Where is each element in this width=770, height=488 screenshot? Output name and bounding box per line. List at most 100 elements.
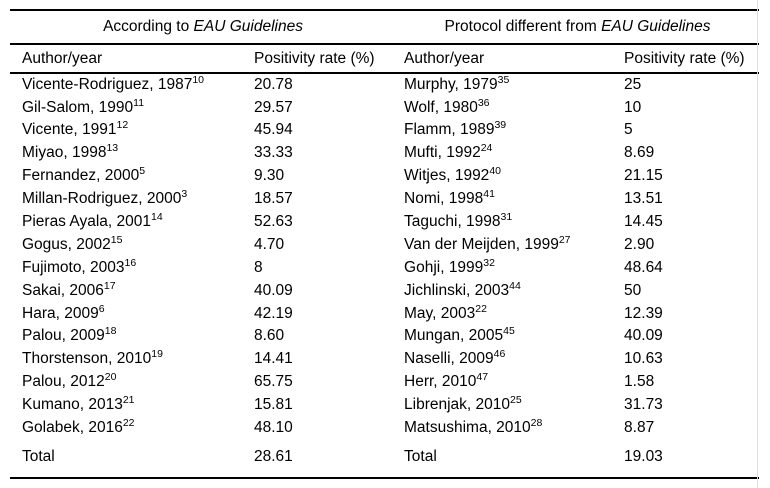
total-value-left: 28.61 bbox=[254, 447, 293, 465]
reference-superscript: 40 bbox=[489, 165, 501, 178]
author-year-cell: Hara, 20096 bbox=[10, 302, 254, 325]
positivity-rate-cell: 8.60 bbox=[254, 327, 285, 345]
group-title-italic: EAU Guidelines bbox=[601, 18, 711, 36]
reference-superscript: 39 bbox=[494, 119, 507, 132]
total-label-right: Total bbox=[404, 447, 437, 465]
author-year-cell: Witjes, 199240 bbox=[396, 165, 624, 188]
reference-superscript: 32 bbox=[483, 256, 495, 269]
positivity-rate-cell: 10.63 bbox=[624, 350, 663, 368]
author-year-cell: May, 200322 bbox=[396, 302, 624, 325]
positivity-rate-cell: 8 bbox=[254, 258, 263, 276]
column-header-rate-right: Positivity rate (%) bbox=[624, 44, 760, 74]
author-year-cell: Golabek, 201622 bbox=[10, 416, 254, 439]
author-year-text: Jichlinski, 2003 bbox=[404, 281, 510, 299]
author-year-cell: Herr, 201047 bbox=[396, 371, 624, 394]
author-year-cell: Mungan, 200545 bbox=[396, 325, 624, 348]
reference-superscript: 10 bbox=[192, 74, 205, 87]
positivity-rate-cell: 13.51 bbox=[624, 190, 663, 208]
positivity-rate-cell: 48.64 bbox=[624, 258, 663, 276]
reference-superscript: 31 bbox=[500, 210, 513, 223]
group-title-prefix: Protocol different from bbox=[444, 18, 602, 36]
reference-superscript: 45 bbox=[503, 325, 515, 338]
reference-superscript: 24 bbox=[480, 142, 493, 155]
reference-superscript: 27 bbox=[558, 233, 571, 246]
reference-superscript: 18 bbox=[104, 325, 117, 338]
author-year-text: Nomi, 1998 bbox=[404, 190, 484, 208]
positivity-rate-cell: 45.94 bbox=[254, 121, 293, 139]
positivity-rate-cell: 50 bbox=[624, 281, 642, 299]
table-row: Pieras Ayala, 200114 52.63 Taguchi, 199831… bbox=[10, 210, 759, 233]
author-year-text: Van der Meijden, 1999 bbox=[404, 235, 559, 253]
author-year-cell: Nomi, 199841 bbox=[396, 187, 624, 210]
table-row: Fernandez, 20005 9.30 Witjes, 199240 21.15 bbox=[10, 165, 759, 188]
group-title-prefix: According to bbox=[103, 18, 194, 36]
reference-superscript: 22 bbox=[475, 302, 487, 315]
group-header-eau: According to EAU Guidelines bbox=[10, 10, 397, 45]
table-body: Vicente-Rodriguez, 198710 20.78 Murphy, 19… bbox=[10, 73, 759, 439]
positivity-rate-cell: 2.90 bbox=[624, 235, 655, 253]
author-year-text: Miyao, 1998 bbox=[22, 144, 107, 162]
author-year-text: Fernandez, 2000 bbox=[22, 167, 140, 185]
author-year-text: Gohji, 1999 bbox=[404, 258, 484, 276]
positivity-rate-table: According to EAU Guidelines Protocol dif… bbox=[10, 9, 760, 480]
author-year-text: Mungan, 2005 bbox=[404, 327, 504, 345]
author-year-text: May, 2003 bbox=[404, 304, 476, 322]
positivity-rate-cell: 42.19 bbox=[254, 304, 293, 322]
author-year-text: Naselli, 2009 bbox=[404, 350, 494, 368]
positivity-rate-cell: 4.70 bbox=[254, 235, 285, 253]
author-year-cell: Matsushima, 201028 bbox=[396, 416, 624, 439]
author-year-text: Wolf, 1980 bbox=[404, 98, 478, 116]
author-year-cell: Naselli, 200946 bbox=[396, 348, 624, 371]
positivity-rate-cell: 40.09 bbox=[624, 327, 663, 345]
positivity-rate-cell: 8.87 bbox=[624, 419, 655, 437]
positivity-rate-cell: 31.73 bbox=[624, 396, 663, 414]
author-year-cell: Fernandez, 20005 bbox=[10, 165, 254, 188]
author-year-cell: Wolf, 198036 bbox=[396, 96, 624, 119]
author-year-text: Thorstenson, 2010 bbox=[22, 350, 152, 368]
total-label-left: Total bbox=[22, 447, 55, 465]
author-year-cell: Gil-Salom, 199011 bbox=[10, 96, 254, 119]
reference-superscript: 3 bbox=[181, 187, 188, 200]
author-year-cell: Jichlinski, 200344 bbox=[396, 279, 624, 302]
positivity-rate-cell: 14.45 bbox=[624, 213, 663, 231]
scan-edge-line bbox=[757, 0, 758, 488]
column-header-row: Author/year Positivity rate (%) Author/y… bbox=[10, 44, 760, 74]
author-year-cell: Murphy, 197935 bbox=[396, 73, 624, 96]
reference-superscript: 20 bbox=[104, 371, 117, 384]
author-year-text: Herr, 2010 bbox=[404, 373, 477, 391]
author-year-cell: Pieras Ayala, 200114 bbox=[10, 210, 254, 233]
reference-superscript: 41 bbox=[483, 187, 495, 200]
positivity-rate-cell: 9.30 bbox=[254, 167, 285, 185]
positivity-rate-cell: 15.81 bbox=[254, 396, 293, 414]
author-year-cell: Fujimoto, 200316 bbox=[10, 256, 254, 279]
author-year-text: Millan-Rodriguez, 2000 bbox=[22, 190, 182, 208]
reference-superscript: 44 bbox=[509, 279, 521, 292]
reference-superscript: 36 bbox=[477, 96, 490, 109]
positivity-rate-cell: 5 bbox=[624, 121, 633, 139]
author-year-text: Golabek, 2016 bbox=[22, 419, 123, 437]
positivity-rate-cell: 10 bbox=[624, 98, 642, 116]
positivity-rate-cell: 48.10 bbox=[254, 419, 293, 437]
reference-superscript: 22 bbox=[122, 416, 135, 429]
author-year-cell: Sakai, 200617 bbox=[10, 279, 254, 302]
table-row: Miyao, 199813 33.33 Mufti, 199224 8.69 bbox=[10, 142, 759, 165]
author-year-cell: Mufti, 199224 bbox=[396, 142, 624, 165]
positivity-rate-cell: 65.75 bbox=[254, 373, 293, 391]
positivity-rate-cell: 12.39 bbox=[624, 304, 663, 322]
author-year-cell: Van der Meijden, 199927 bbox=[396, 233, 624, 256]
group-header-different: Protocol different from EAU Guidelines bbox=[396, 10, 760, 45]
author-year-text: Gil-Salom, 1990 bbox=[22, 98, 134, 116]
positivity-rate-cell: 29.57 bbox=[254, 98, 293, 116]
column-header-author-right: Author/year bbox=[396, 44, 625, 74]
author-year-cell: Palou, 201220 bbox=[10, 371, 254, 394]
positivity-rate-cell: 21.15 bbox=[624, 167, 663, 185]
table-row: Palou, 200918 8.60 Mungan, 200545 40.09 bbox=[10, 325, 759, 348]
positivity-rate-cell: 40.09 bbox=[254, 281, 293, 299]
reference-superscript: 6 bbox=[98, 302, 105, 315]
table-row: Vicente-Rodriguez, 198710 20.78 Murphy, 19… bbox=[10, 73, 759, 96]
author-year-text: Witjes, 1992 bbox=[404, 167, 490, 185]
table-row: Fujimoto, 200316 8 Gohji, 199932 48.64 bbox=[10, 256, 759, 279]
author-year-cell: Miyao, 199813 bbox=[10, 142, 254, 165]
group-header-row: According to EAU Guidelines Protocol dif… bbox=[10, 10, 760, 45]
author-year-text: Pieras Ayala, 2001 bbox=[22, 213, 151, 231]
